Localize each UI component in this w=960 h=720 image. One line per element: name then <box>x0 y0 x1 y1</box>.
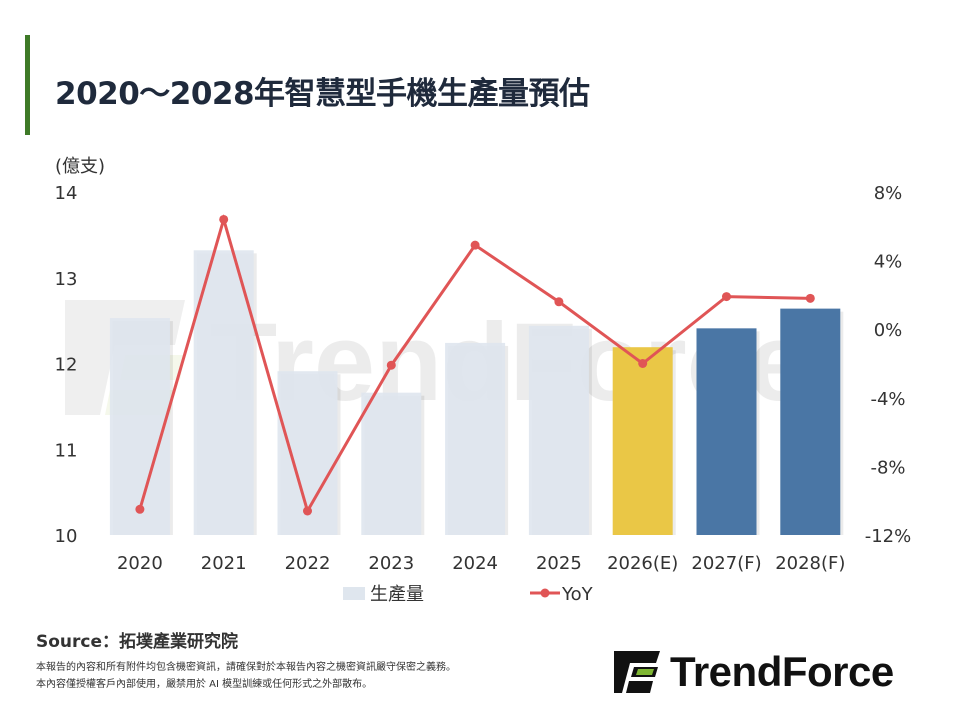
right-tick-label: -4% <box>870 389 905 410</box>
title-accent-bar <box>25 35 30 135</box>
yoy-point-2026(E) <box>638 359 648 368</box>
right-tick-label: 8% <box>874 183 903 204</box>
disclaimer-line-2: 本內容僅授權客戶內部使用，嚴禁用於 AI 模型訓練或任何形式之外部散布。 <box>36 679 373 690</box>
x-tick-label: 2020 <box>117 553 163 574</box>
right-tick-label: -8% <box>870 457 905 478</box>
left-tick-label: 10 <box>55 526 78 547</box>
x-tick-label: 2028(F) <box>775 553 845 574</box>
yoy-point-2028(F) <box>805 293 815 303</box>
legend-label-line: YoY <box>561 584 594 605</box>
x-tick-label: 2027(F) <box>691 553 761 574</box>
yoy-point-2023 <box>386 360 396 370</box>
bar-2023 <box>361 392 422 535</box>
trendforce-logo-text: TrendForce <box>670 648 894 695</box>
yoy-point-2024 <box>470 240 480 250</box>
left-tick-label: 12 <box>55 355 78 376</box>
bar-2027(F) <box>696 328 757 535</box>
legend-swatch-marker <box>540 588 550 598</box>
left-tick-label: 14 <box>55 183 78 204</box>
bar-2028(F) <box>780 308 841 535</box>
yoy-point-2022 <box>303 506 312 516</box>
x-tick-label: 2022 <box>285 553 331 574</box>
bar-2021 <box>193 250 254 535</box>
bar-2026(E) <box>612 347 673 535</box>
x-tick-label: 2021 <box>201 553 247 574</box>
left-axis-label: (億支) <box>55 156 105 177</box>
bar-2024 <box>445 342 506 535</box>
left-tick-label: 11 <box>55 440 78 461</box>
disclaimer-line-1: 本報告的內容和所有附件均包含機密資訊，請確保對於本報告內容之機密資訊嚴守保密之義… <box>36 662 456 673</box>
legend-label-bar: 生產量 <box>370 584 424 605</box>
x-tick-label: 2023 <box>368 553 414 574</box>
x-tick-label: 2024 <box>452 553 498 574</box>
right-tick-label: 0% <box>874 320 903 341</box>
x-tick-label: 2026(E) <box>607 553 678 574</box>
bar-2020 <box>109 318 170 535</box>
yoy-point-2020 <box>135 504 145 514</box>
legend-swatch-bar <box>343 587 365 600</box>
yoy-point-2021 <box>219 214 229 224</box>
right-tick-label: 4% <box>874 252 903 273</box>
trendforce-logo: TrendForce <box>612 648 894 696</box>
source-label: Source：拓墣產業研究院 <box>36 632 239 652</box>
trendforce-logo-icon <box>614 651 660 693</box>
x-tick-label: 2025 <box>536 553 582 574</box>
left-tick-label: 13 <box>55 269 78 290</box>
right-tick-label: -12% <box>865 526 912 547</box>
yoy-point-2025 <box>554 297 564 307</box>
bar-2025 <box>528 325 589 535</box>
chart-title: 2020～2028年智慧型手機生產量預估 <box>55 76 590 112</box>
yoy-point-2027(F) <box>722 292 731 302</box>
